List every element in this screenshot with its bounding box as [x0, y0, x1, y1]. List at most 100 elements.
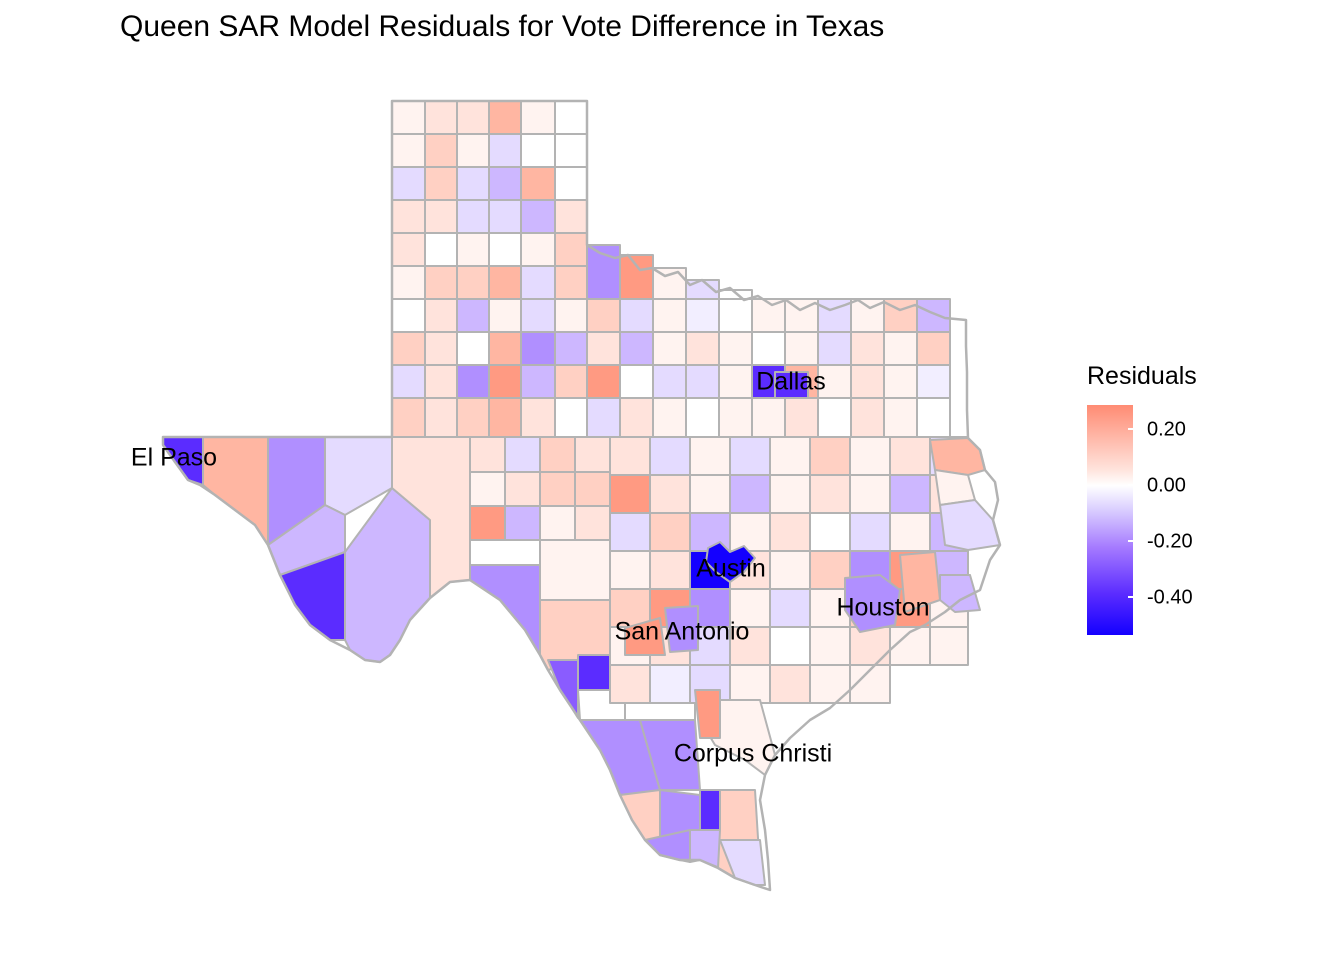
- county-polygon: [554, 166, 588, 201]
- county-polygon: [769, 664, 811, 704]
- county-polygon: [391, 133, 426, 168]
- county-polygon: [586, 331, 621, 366]
- legend-tick-label: -0.40: [1147, 586, 1193, 609]
- county-polygon: [539, 539, 611, 601]
- county-polygon: [619, 331, 654, 366]
- county-polygon: [619, 397, 654, 438]
- county-polygon: [609, 664, 651, 704]
- county-polygon: [520, 265, 556, 300]
- county-polygon: [889, 474, 931, 514]
- county-polygon: [554, 364, 588, 399]
- county-polygon: [649, 512, 691, 552]
- legend-tick-mark: [1128, 428, 1134, 430]
- county-polygon: [469, 436, 506, 473]
- city-label-dallas: Dallas: [756, 367, 826, 396]
- county-polygon: [554, 298, 588, 333]
- county-polygon: [849, 474, 891, 514]
- legend-tick-label: -0.20: [1147, 530, 1193, 553]
- city-label-houston: Houston: [836, 593, 930, 622]
- county-polygon: [849, 436, 891, 476]
- county-polygon: [769, 512, 811, 552]
- county-polygon: [456, 397, 490, 438]
- county-polygon: [456, 331, 490, 366]
- county-polygon: [916, 397, 951, 438]
- county-polygon: [685, 364, 720, 399]
- legend-tick-mark: [1133, 428, 1141, 430]
- county-polygon: [809, 474, 851, 514]
- county-polygon: [916, 298, 951, 333]
- county-polygon-harris: [844, 574, 901, 633]
- county-polygon: [649, 550, 691, 590]
- county-polygon: [554, 199, 588, 234]
- county-polygon: [929, 626, 969, 666]
- county-polygon: [817, 397, 852, 438]
- county-polygon: [817, 331, 852, 366]
- county-polygon: [488, 133, 522, 168]
- city-label-corpus-christi: Corpus Christi: [673, 739, 833, 768]
- county-polygon: [809, 436, 851, 476]
- county-polygon: [391, 397, 426, 438]
- county-polygon: [520, 166, 556, 201]
- county-polygon: [391, 232, 426, 267]
- county-polygon: [769, 588, 811, 628]
- county-polygon: [391, 166, 426, 201]
- county-polygon: [934, 469, 976, 506]
- county-polygon: [609, 550, 651, 590]
- county-polygon: [939, 574, 981, 613]
- legend-tick-mark: [1128, 484, 1134, 486]
- county-polygon: [889, 512, 931, 552]
- county-polygon: [609, 436, 651, 476]
- county-polygon: [488, 232, 522, 267]
- legend-tick-mark: [1133, 484, 1141, 486]
- county-polygon: [520, 199, 556, 234]
- county-polygon: [609, 512, 651, 552]
- county-polygon: [849, 512, 891, 552]
- county-polygon: [652, 331, 687, 366]
- county-polygon: [456, 100, 490, 135]
- county-polygon: [685, 397, 720, 438]
- county-polygon: [456, 364, 490, 399]
- county-polygon: [809, 512, 851, 552]
- county-polygon: [391, 331, 426, 366]
- county-polygon: [586, 364, 621, 399]
- county-polygon: [850, 364, 885, 399]
- county-polygon: [391, 298, 426, 333]
- county-polygon: [424, 331, 458, 366]
- county-polygon: [554, 100, 588, 135]
- county-polygon: [424, 133, 458, 168]
- county-polygon: [751, 397, 786, 438]
- county-polygon-bexar-east: [664, 605, 699, 653]
- county-polygon: [520, 298, 556, 333]
- county-polygon: [939, 499, 1001, 551]
- county-polygon: [883, 364, 918, 399]
- county-polygon: [652, 298, 687, 333]
- county-polygon: [849, 626, 891, 666]
- county-polygon: [649, 474, 691, 514]
- county-polygon: [718, 397, 753, 438]
- county-polygon: [488, 166, 522, 201]
- county-polygon: [574, 471, 611, 507]
- city-label-el-paso: El Paso: [130, 443, 218, 472]
- county-polygon-travis: [705, 541, 756, 583]
- county-polygon: [883, 331, 918, 366]
- county-polygon: [520, 232, 556, 267]
- county-polygon: [751, 331, 786, 366]
- county-polygon: [769, 474, 811, 514]
- county-polygon: [718, 364, 753, 399]
- county-polygon: [769, 436, 811, 476]
- county-polygon: [488, 397, 522, 438]
- county-polygon: [520, 331, 556, 366]
- legend-title: Residuals: [1087, 362, 1197, 390]
- legend-tick-mark: [1133, 596, 1141, 598]
- county-polygon: [729, 474, 771, 514]
- county-polygon: [424, 265, 458, 300]
- county-polygon: [718, 298, 753, 333]
- county-polygon: [456, 265, 490, 300]
- county-polygon: [488, 331, 522, 366]
- county-polygon: [424, 232, 458, 267]
- county-polygon: [619, 254, 654, 300]
- county-polygon: [539, 471, 576, 507]
- county-polygon: [619, 789, 661, 846]
- county-polygon: [809, 626, 851, 666]
- county-polygon: [554, 397, 588, 438]
